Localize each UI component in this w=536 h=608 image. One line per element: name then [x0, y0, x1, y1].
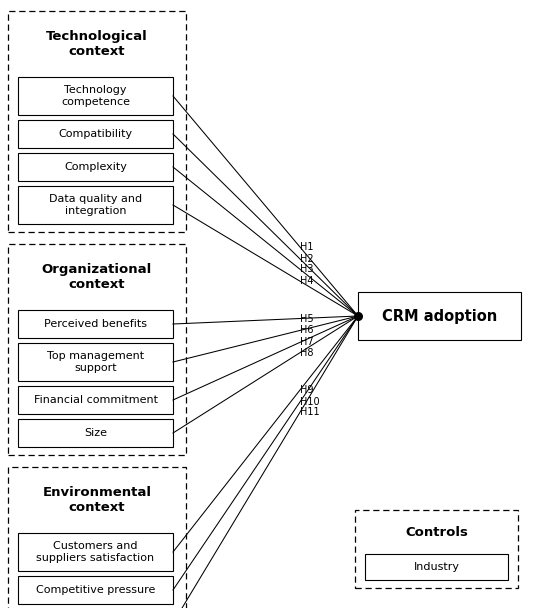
Bar: [365, 554, 508, 580]
Bar: [18, 120, 173, 148]
Text: Data quality and
integration: Data quality and integration: [49, 194, 142, 216]
Bar: [8, 11, 186, 232]
Bar: [18, 533, 173, 571]
Text: Technology
competence: Technology competence: [61, 85, 130, 107]
Bar: [8, 244, 186, 455]
Bar: [18, 77, 173, 115]
Text: Controls: Controls: [405, 525, 468, 539]
Text: Technological
context: Technological context: [46, 30, 148, 58]
Text: Customers and
suppliers satisfaction: Customers and suppliers satisfaction: [36, 541, 154, 563]
Text: Financial commitment: Financial commitment: [33, 395, 158, 405]
Bar: [18, 386, 173, 414]
Text: Compatibility: Compatibility: [58, 129, 132, 139]
Text: H7: H7: [300, 337, 314, 347]
Text: H1: H1: [300, 242, 314, 252]
Text: H11: H11: [300, 407, 319, 417]
Bar: [358, 292, 521, 340]
Text: H4: H4: [300, 276, 314, 286]
Text: Size: Size: [84, 428, 107, 438]
Text: H5: H5: [300, 314, 314, 323]
Text: H8: H8: [300, 348, 314, 358]
Bar: [18, 153, 173, 181]
Bar: [18, 419, 173, 447]
Text: Top management
support: Top management support: [47, 351, 144, 373]
Bar: [18, 576, 173, 604]
Bar: [18, 343, 173, 381]
Text: Perceived benefits: Perceived benefits: [44, 319, 147, 329]
Bar: [18, 186, 173, 224]
Text: Competitive pressure: Competitive pressure: [36, 585, 155, 595]
Text: Complexity: Complexity: [64, 162, 127, 172]
Bar: [8, 467, 186, 608]
Text: CRM adoption: CRM adoption: [382, 308, 497, 323]
Text: Environmental
context: Environmental context: [42, 486, 152, 514]
Bar: [355, 510, 518, 588]
Text: H3: H3: [300, 264, 314, 274]
Text: H9: H9: [300, 385, 314, 395]
Text: H6: H6: [300, 325, 314, 336]
Bar: [18, 310, 173, 338]
Text: Industry: Industry: [413, 562, 459, 572]
Text: H10: H10: [300, 397, 319, 407]
Text: Organizational
context: Organizational context: [42, 263, 152, 291]
Text: H2: H2: [300, 254, 314, 264]
